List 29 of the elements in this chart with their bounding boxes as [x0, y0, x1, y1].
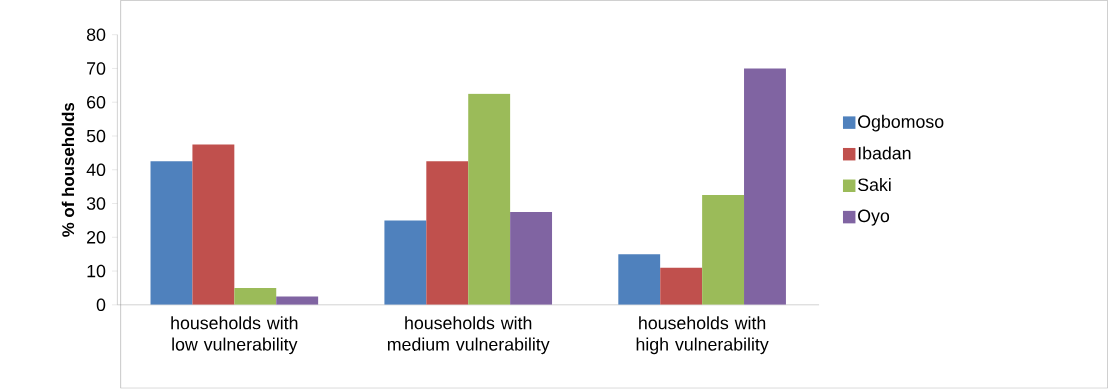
bar: [702, 195, 745, 306]
bar: [510, 212, 553, 306]
y-tick-label: 0: [96, 298, 106, 312]
legend-label: Ogbomoso: [858, 115, 944, 132]
legend-label: Saki: [858, 178, 891, 192]
x-tick-label: households with high vulnerability: [636, 316, 769, 355]
bar: [618, 254, 661, 306]
bar: [660, 267, 703, 306]
y-tick-label: 10: [87, 264, 106, 278]
x-tick-label: households with medium vulnerability: [387, 316, 550, 355]
x-tick-label: households with low vulnerability: [171, 316, 298, 355]
bar: [468, 93, 511, 306]
y-tick-label: 40: [86, 163, 106, 177]
y-tick-label: 30: [86, 197, 106, 211]
bar: [384, 220, 427, 306]
y-axis-title: % of households: [61, 103, 75, 238]
bar: [150, 161, 193, 306]
bar: [426, 161, 469, 306]
y-tick-label: 20: [87, 231, 106, 244]
bar: [234, 288, 277, 306]
y-tick-label: 50: [86, 129, 106, 143]
legend-label: Ibadan: [858, 146, 911, 160]
bar: [744, 68, 786, 306]
y-tick-label: 80: [86, 28, 106, 42]
bar: [192, 144, 235, 306]
y-tick-label: 70: [87, 62, 106, 75]
legend-label: Oyo: [858, 209, 890, 226]
bar: [276, 296, 319, 306]
y-tick-label: 60: [87, 96, 106, 109]
